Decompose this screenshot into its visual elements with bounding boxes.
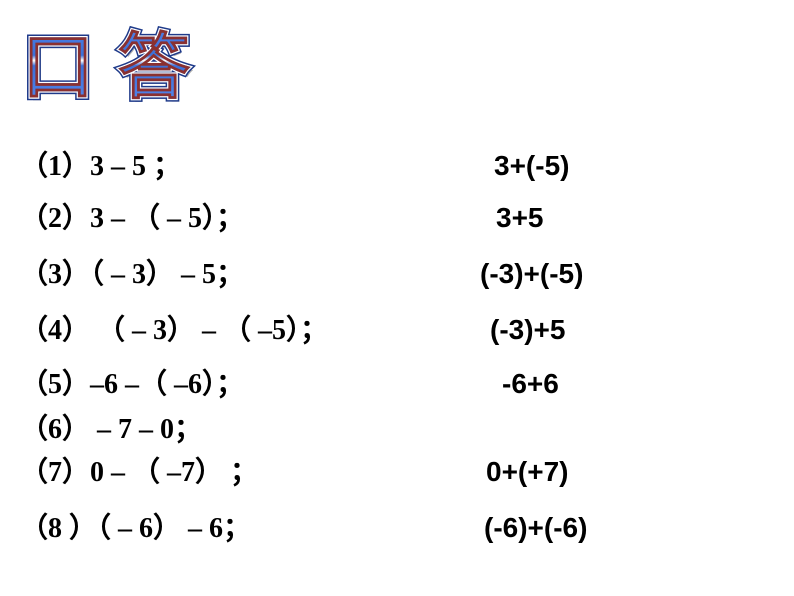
problem-list: （1）3 – 5 ；3+(-5)（2）3 – （ – 5）；3+5（3）（ – …	[20, 150, 774, 556]
problem-expression: （5）–6 –（ –6）；	[20, 371, 460, 399]
problem-row: （3）（ – 3） – 5；(-3)+(-5)	[20, 258, 774, 314]
problem-expression: （2）3 – （ – 5）；	[20, 205, 460, 233]
problem-expression: （6） – 7 – 0；	[20, 416, 460, 444]
problem-expression: （3）（ – 3） – 5；	[20, 261, 460, 289]
problem-row: （8 ）（ – 6） – 6；(-6)+(-6)	[20, 512, 774, 556]
problem-answer: 3+5	[460, 202, 544, 234]
problem-answer: (-3)+5	[460, 314, 565, 346]
problem-answer: -6+6	[460, 368, 559, 400]
problem-row: （5）–6 –（ –6）；-6+6	[20, 368, 774, 416]
problem-answer: 3+(-5)	[460, 150, 569, 182]
problem-row: （6） – 7 – 0；	[20, 416, 774, 456]
problem-expression: （8 ）（ – 6） – 6；	[20, 515, 460, 543]
problem-answer: (-3)+(-5)	[460, 258, 583, 290]
problem-row: （2）3 – （ – 5）；3+5	[20, 202, 774, 258]
problem-row: （4） （ – 3） – （ –5）；(-3)+5	[20, 314, 774, 368]
problem-expression: （4） （ – 3） – （ –5）；	[20, 317, 460, 345]
problem-expression: （7）0 – （ –7） ；	[20, 459, 460, 487]
problem-row: （7）0 – （ –7） ；0+(+7)	[20, 456, 774, 512]
problem-row: （1）3 – 5 ；3+(-5)	[20, 150, 774, 202]
problem-answer: (-6)+(-6)	[460, 512, 587, 544]
problem-expression: （1）3 – 5 ；	[20, 153, 460, 181]
title-face: 口答	[22, 8, 214, 113]
problem-answer: 0+(+7)	[460, 456, 569, 488]
